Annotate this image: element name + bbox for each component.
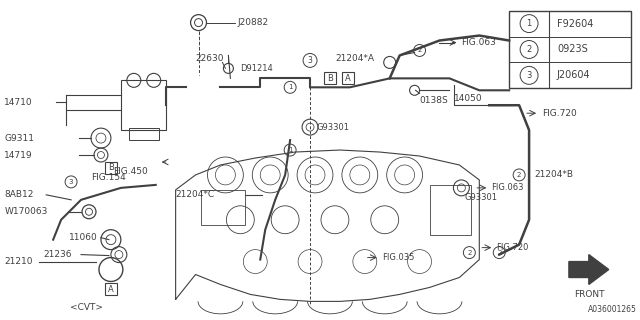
Polygon shape xyxy=(569,255,609,284)
Bar xyxy=(129,128,159,140)
Text: 22630: 22630 xyxy=(196,54,224,63)
Text: 0138S: 0138S xyxy=(420,96,448,105)
Text: 21204*C: 21204*C xyxy=(175,190,215,199)
Text: 3: 3 xyxy=(69,179,74,185)
Text: D91214: D91214 xyxy=(241,64,273,73)
Text: 0923S: 0923S xyxy=(557,44,588,54)
Text: 14050: 14050 xyxy=(454,94,483,103)
Text: 1: 1 xyxy=(527,19,532,28)
Text: FIG.450: FIG.450 xyxy=(113,167,148,176)
Text: J20604: J20604 xyxy=(557,70,591,80)
Bar xyxy=(105,284,117,295)
Bar xyxy=(105,162,117,174)
Bar xyxy=(509,11,630,88)
Text: 8AB12: 8AB12 xyxy=(4,190,34,199)
Text: A: A xyxy=(108,285,114,294)
Text: 3: 3 xyxy=(308,56,312,65)
Text: 21204*A: 21204*A xyxy=(335,54,374,63)
Bar xyxy=(200,190,245,225)
Text: F92604: F92604 xyxy=(557,19,593,28)
Text: W170063: W170063 xyxy=(4,207,48,216)
Text: 14710: 14710 xyxy=(4,98,33,107)
Text: A: A xyxy=(345,74,351,83)
Text: <CVT>: <CVT> xyxy=(70,303,102,312)
Text: 21236: 21236 xyxy=(44,250,72,259)
Text: FIG.720: FIG.720 xyxy=(542,109,577,118)
Text: 2: 2 xyxy=(497,250,501,256)
Text: 21204*B: 21204*B xyxy=(534,171,573,180)
Text: 11060: 11060 xyxy=(69,233,98,242)
Text: B: B xyxy=(327,74,333,83)
Text: 2: 2 xyxy=(417,47,422,53)
Text: A036001265: A036001265 xyxy=(588,305,637,314)
Text: FIG.063: FIG.063 xyxy=(492,183,524,192)
Text: G9311: G9311 xyxy=(4,133,35,143)
Text: 2: 2 xyxy=(467,250,472,256)
Text: 2: 2 xyxy=(517,172,522,178)
Bar xyxy=(429,185,471,235)
Text: FIG.035: FIG.035 xyxy=(381,253,414,262)
Text: FIG.154: FIG.154 xyxy=(91,173,125,182)
Text: FIG.720: FIG.720 xyxy=(496,243,529,252)
Text: G93301: G93301 xyxy=(465,193,497,202)
Text: B: B xyxy=(108,164,114,172)
Bar xyxy=(324,72,336,84)
Text: 21210: 21210 xyxy=(4,257,33,266)
Text: G93301: G93301 xyxy=(316,123,349,132)
Text: FIG.063: FIG.063 xyxy=(461,38,496,47)
Bar xyxy=(121,80,166,130)
Bar xyxy=(342,72,354,84)
Text: 14719: 14719 xyxy=(4,150,33,160)
Text: 2: 2 xyxy=(527,45,532,54)
Text: J20882: J20882 xyxy=(237,18,269,27)
Text: FRONT: FRONT xyxy=(574,290,604,299)
Text: 1: 1 xyxy=(288,84,292,90)
Text: 1: 1 xyxy=(288,147,292,153)
Text: 3: 3 xyxy=(527,71,532,80)
